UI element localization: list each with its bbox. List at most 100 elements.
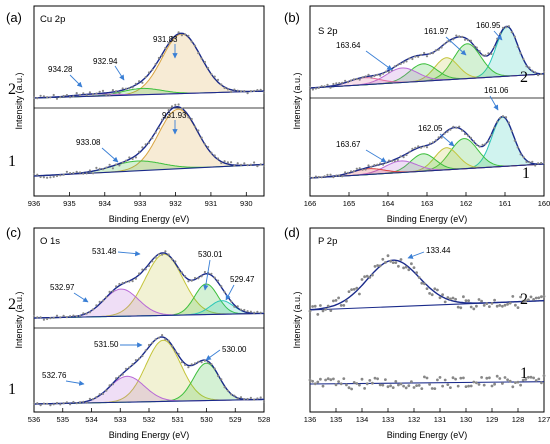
data-point-d-1-31 [389, 384, 392, 388]
panel-title-d: P 2p [318, 236, 337, 247]
envelope-c-1 [34, 336, 264, 405]
data-point-b-1-16 [355, 167, 358, 170]
data-point-b-0-2 [314, 87, 317, 90]
data-point-c-1-11 [69, 403, 72, 406]
x-tick-label-d-0: 136 [304, 415, 317, 424]
data-point-d-0-15 [347, 290, 351, 293]
arrow-c-1 [117, 250, 141, 257]
annot-c-531.50: 531.50 [94, 340, 119, 349]
data-point-d-1-60 [464, 385, 468, 388]
data-point-b-0-17 [358, 78, 361, 81]
data-point-a-0-68 [256, 89, 259, 92]
data-point-b-0-43 [434, 49, 437, 52]
data-point-a-0-60 [230, 90, 233, 94]
data-point-d-1-86 [532, 376, 535, 380]
x-tick-label-d-6: 130 [460, 415, 473, 424]
data-point-b-1-3 [317, 175, 320, 179]
data-point-b-1-71 [516, 146, 519, 149]
data-point-c-1-46 [184, 363, 187, 366]
data-point-b-1-45 [440, 136, 443, 139]
data-point-b-0-56 [472, 44, 475, 48]
data-point-a-0-27 [121, 87, 124, 90]
data-point-a-0-8 [59, 96, 62, 99]
data-point-c-0-54 [210, 272, 213, 275]
data-point-b-1-19 [364, 168, 367, 171]
annot-c-531.48: 531.48 [92, 247, 117, 256]
data-point-c-0-27 [121, 281, 124, 285]
data-point-a-0-52 [203, 60, 206, 64]
data-point-d-1-34 [397, 383, 400, 387]
annot-b-162.05: 162.05 [418, 124, 443, 133]
data-point-a-1-41 [167, 109, 170, 112]
envelope-c-0 [34, 252, 264, 319]
data-point-b-1-7 [329, 173, 332, 176]
data-point-a-1-44 [177, 103, 180, 106]
data-point-d-0-10 [334, 299, 338, 302]
x-tick-label-c-0: 536 [28, 415, 41, 424]
data-point-d-1-38 [407, 384, 411, 388]
data-point-d-1-56 [454, 377, 457, 381]
data-point-b-1-52 [461, 129, 464, 132]
data-point-c-0-7 [55, 314, 59, 317]
data-point-d-0-1 [311, 305, 314, 308]
background-b-0 [309, 73, 545, 89]
peak-fill-b-1-3 [310, 153, 544, 178]
data-point-c-0-21 [101, 299, 105, 302]
data-point-a-0-35 [147, 71, 151, 74]
data-point-c-1-66 [249, 396, 252, 399]
data-point-d-1-37 [404, 386, 408, 390]
data-point-b-0-51 [458, 35, 461, 38]
data-point-a-0-42 [170, 35, 174, 39]
data-point-d-1-6 [324, 378, 327, 382]
data-point-a-0-1 [36, 97, 39, 100]
data-point-a-1-3 [42, 176, 46, 179]
data-point-d-0-83 [524, 299, 528, 303]
data-point-d-0-21 [363, 275, 366, 279]
data-point-d-0-57 [456, 305, 460, 309]
data-point-b-1-80 [542, 161, 546, 164]
data-point-b-1-62 [490, 134, 493, 137]
data-point-b-1-2 [314, 175, 317, 178]
data-point-d-1-33 [394, 380, 398, 383]
data-point-b-0-44 [437, 48, 440, 51]
data-point-d-0-46 [428, 292, 431, 295]
data-point-b-0-77 [534, 71, 537, 74]
data-point-b-0-53 [463, 38, 467, 41]
data-point-a-0-22 [105, 93, 108, 97]
data-point-d-1-53 [446, 383, 450, 386]
data-point-c-1-23 [108, 384, 111, 387]
data-point-c-0-52 [203, 270, 206, 274]
data-point-a-1-33 [141, 146, 144, 149]
arrow-b-1 [493, 30, 503, 41]
data-point-b-1-8 [332, 176, 335, 179]
x-tick-label-c-3: 533 [114, 415, 127, 424]
data-point-c-1-47 [187, 366, 190, 369]
data-point-c-1-20 [98, 393, 101, 396]
data-point-d-1-12 [339, 382, 343, 386]
data-point-d-0-25 [373, 265, 377, 268]
data-point-a-0-49 [193, 44, 197, 47]
peak-fill-c-1-1 [34, 363, 264, 404]
data-point-d-1-9 [332, 377, 335, 381]
annot-a-933.08: 933.08 [76, 138, 101, 147]
data-point-d-1-82 [521, 378, 525, 382]
data-point-b-1-47 [446, 130, 449, 133]
data-point-c-0-66 [249, 310, 252, 313]
data-point-b-0-16 [355, 77, 358, 81]
peak-fill-b-0-0 [310, 26, 544, 88]
x-tick-label-a-5: 931 [205, 199, 218, 208]
data-point-d-1-5 [321, 384, 325, 388]
x-tick-label-d-3: 133 [382, 415, 395, 424]
data-point-a-0-28 [124, 87, 128, 90]
data-point-c-1-40 [164, 338, 167, 341]
data-point-b-1-53 [463, 132, 467, 136]
data-point-d-0-38 [407, 268, 411, 272]
data-point-b-0-22 [373, 74, 376, 78]
data-point-a-0-16 [85, 94, 88, 97]
peak-fill-c-1-0 [34, 340, 264, 404]
curve-label-d-2: 2 [520, 291, 528, 308]
data-point-c-1-42 [170, 345, 174, 348]
data-point-b-1-57 [475, 143, 478, 146]
data-point-d-1-45 [425, 376, 429, 380]
data-point-c-0-37 [154, 256, 157, 259]
